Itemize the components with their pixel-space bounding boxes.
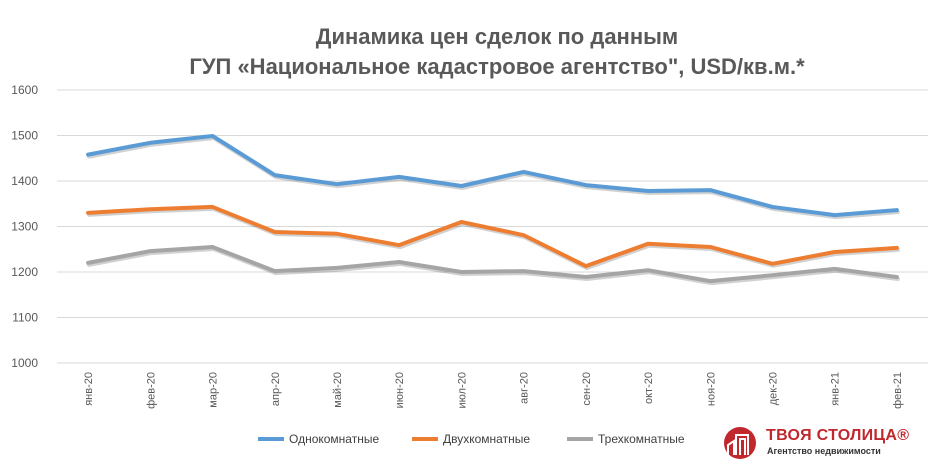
x-tick-label: янв-21 — [830, 372, 842, 406]
x-tick-label: июл-20 — [456, 372, 468, 408]
legend-label: Однокомнатные — [289, 432, 380, 446]
x-tick-label: фев-20 — [145, 372, 157, 409]
logo-subtitle: Агентство недвижимости — [767, 446, 881, 456]
x-tick-label: мар-20 — [208, 372, 220, 408]
y-tick-label: 1000 — [11, 356, 38, 370]
legend-item-3: Трехкомнатные — [567, 432, 685, 446]
x-tick-label: сен-20 — [581, 372, 593, 406]
x-tick-label: окт-20 — [643, 372, 655, 404]
legend-label: Двухкомнатные — [443, 432, 531, 446]
legend-swatch — [567, 437, 593, 441]
x-tick-label: дек-20 — [767, 372, 779, 405]
y-tick-label: 1500 — [11, 129, 38, 143]
legend-label: Трехкомнатные — [598, 432, 685, 446]
chart-title: Динамика цен сделок по данным ГУП «Нацио… — [0, 22, 934, 82]
series-line-1 — [86, 133, 899, 218]
company-logo: ТВОЯ СТОЛИЦА® Агентство недвижимости — [720, 425, 930, 459]
y-tick-label: 1100 — [12, 311, 38, 325]
series-line-2 — [86, 204, 899, 269]
legend-swatch — [412, 437, 438, 441]
logo-building-icon — [724, 427, 756, 459]
series-shadow — [87, 206, 900, 271]
chart-title-line2: ГУП «Национальное кадастровое агентство"… — [189, 54, 805, 79]
x-tick-label: май-20 — [332, 372, 344, 408]
series-line-3 — [86, 244, 899, 284]
x-tick-label: апр-20 — [270, 372, 282, 406]
legend-item-2: Двухкомнатные — [412, 432, 530, 446]
x-tick-label: янв-20 — [83, 372, 95, 406]
x-tick-label: ноя-20 — [705, 372, 717, 406]
logo-brand: ТВОЯ СТОЛИЦА® — [766, 427, 910, 444]
y-tick-label: 1200 — [11, 265, 38, 279]
y-tick-label: 1300 — [11, 220, 38, 234]
legend-item-1: Однокомнатные — [258, 432, 379, 446]
x-tick-label: июн-20 — [394, 372, 406, 408]
y-tick-label: 1400 — [11, 174, 38, 188]
x-tick-label: фев-21 — [892, 372, 904, 409]
x-tick-label: авг-20 — [519, 372, 531, 404]
chart-title-line1: Динамика цен сделок по данным — [315, 24, 679, 49]
legend-swatch — [258, 437, 284, 441]
y-tick-label: 1600 — [11, 83, 38, 97]
